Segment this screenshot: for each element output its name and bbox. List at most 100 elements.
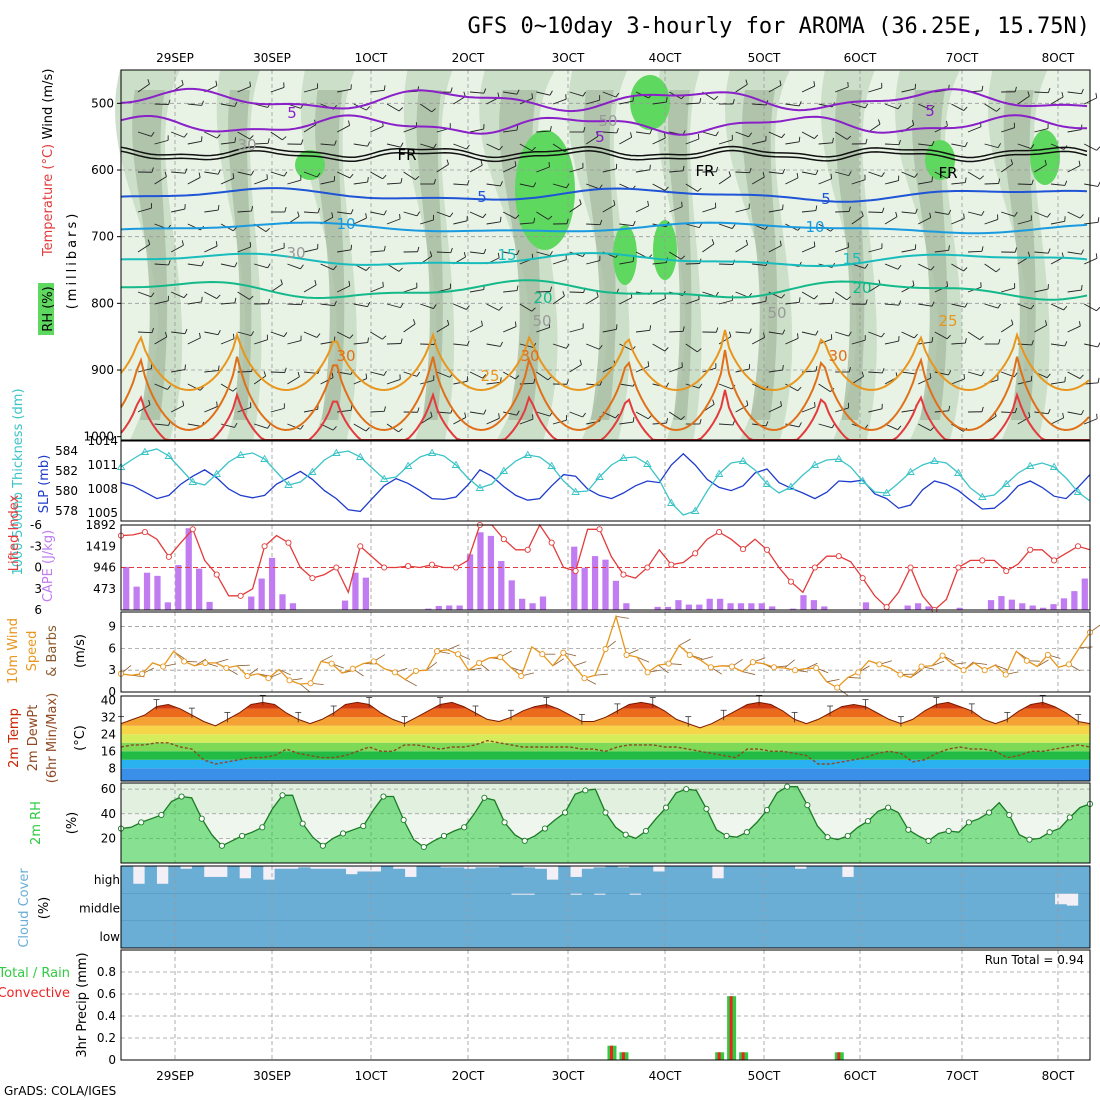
cloud-cell <box>522 894 536 921</box>
wind-barb-flag <box>664 347 669 352</box>
wind-barb-flag <box>331 212 334 218</box>
cloud-cell <box>156 883 169 894</box>
cloud-panel: high middle low Cloud Cover (%) <box>17 865 1091 949</box>
wind-barb-flag <box>929 212 932 218</box>
wind-barb-flag <box>498 145 503 151</box>
wind-barb <box>785 177 799 185</box>
wind-barb <box>934 371 949 376</box>
wind-barb <box>735 208 750 213</box>
cloud-cell <box>664 920 677 948</box>
cloud-cell <box>971 866 985 894</box>
wind-barb-flag <box>898 139 901 145</box>
cloud-cell <box>770 866 784 894</box>
wind-barb <box>1034 288 1049 293</box>
wind-barb <box>818 302 833 305</box>
cloud-cell <box>924 866 937 894</box>
thickness-line-point <box>667 498 676 506</box>
cape-bar <box>800 595 807 610</box>
wind-barb <box>1067 211 1081 219</box>
temp-band <box>121 742 1090 752</box>
cloud-cell <box>629 894 642 921</box>
wind-barb <box>254 178 268 185</box>
wind-barb <box>220 423 235 428</box>
wind10-speed-line-point <box>1002 671 1009 678</box>
wind-barb <box>187 337 201 345</box>
wind-barb <box>386 218 401 225</box>
wind-barb <box>370 331 383 340</box>
cape-bar <box>602 559 609 610</box>
wind-barb <box>801 246 816 253</box>
wind-barb <box>171 208 185 213</box>
lifted-index-line-point <box>428 561 436 568</box>
wind-barb-flag <box>782 329 786 335</box>
wind-barb <box>204 291 217 299</box>
wind-barb <box>586 99 600 105</box>
wind-barb-flag <box>948 405 951 411</box>
wind-barb <box>1050 96 1064 105</box>
cloud-cell <box>676 866 689 894</box>
cloud-cell <box>688 866 701 894</box>
cloud-cell <box>203 876 217 894</box>
lifted-index-line-point <box>285 539 292 546</box>
wind-barb <box>951 143 966 148</box>
wind-barb <box>370 250 385 253</box>
wind-barb <box>220 383 234 392</box>
rh-shading-core <box>835 90 865 420</box>
wind-barb-flag <box>946 281 949 287</box>
cloud-cell <box>605 920 618 948</box>
wind-barb <box>137 131 152 137</box>
slp-tick-label: 1008 <box>87 482 118 496</box>
cloud-cell <box>1066 920 1079 948</box>
wind-barb <box>453 183 468 186</box>
cloud-cell <box>180 868 193 894</box>
wind-barb-flag <box>1081 285 1083 291</box>
wind-barb-flag <box>151 327 154 333</box>
wind-barb-flag <box>1010 159 1014 165</box>
lifted-index-line-point <box>763 546 771 553</box>
pressure-tick-label: 700 <box>91 230 114 244</box>
cape-bar <box>685 604 692 610</box>
cloud-cell <box>735 920 748 948</box>
wind-barb <box>602 91 617 98</box>
wind10-speed-line-point <box>412 667 419 674</box>
cloud-cell <box>1078 866 1091 894</box>
cloud-cell <box>948 893 961 921</box>
contour-label: 5 <box>821 190 831 208</box>
cloud-cell <box>298 893 311 921</box>
thickness-line-point <box>523 450 533 458</box>
rh2m-line-point <box>360 823 367 830</box>
wind-barb <box>984 219 998 225</box>
contour-label: 5 <box>595 128 605 146</box>
wind-barb-flag <box>1097 377 1100 383</box>
thickness-line-point <box>858 476 867 484</box>
cloud-cell <box>298 920 311 948</box>
cloud-cell <box>191 893 205 921</box>
rh2m-line-point <box>319 842 326 849</box>
top-time-label: 4OCT <box>649 51 682 65</box>
cloud-cell <box>380 920 394 948</box>
wind-barb-flag <box>215 80 218 86</box>
cloud-cell <box>723 893 736 921</box>
thickness-line-point <box>643 459 652 467</box>
wind-barb-flag <box>1061 252 1064 258</box>
thickness-panel: 584 582 580 578 1014 1011 1008 1005 1000-500mb … <box>11 388 1091 576</box>
wind-barb <box>668 251 682 260</box>
wind-barb <box>420 219 434 225</box>
wind-barb <box>1050 143 1065 150</box>
cloud-cell <box>392 893 406 921</box>
wind10-speed-line-point <box>454 651 462 658</box>
wind-barb-flag <box>782 168 786 174</box>
wind-barb <box>585 296 599 305</box>
thickness-line-point <box>738 456 748 464</box>
rh2m-line-point <box>824 834 831 841</box>
cloud-cell <box>510 866 524 894</box>
wind-barb-flag <box>615 92 620 98</box>
cloud-cell <box>215 876 228 894</box>
wind-barb-flag <box>682 165 685 171</box>
cloud-cell <box>900 893 914 921</box>
wind-barb <box>370 410 385 413</box>
cloud-cell <box>877 866 890 894</box>
wind-barb-flag <box>895 211 898 217</box>
rh2m-panel: 60 40 20 2m RH (%) <box>29 782 1094 864</box>
wind-barb-flag <box>745 79 748 85</box>
